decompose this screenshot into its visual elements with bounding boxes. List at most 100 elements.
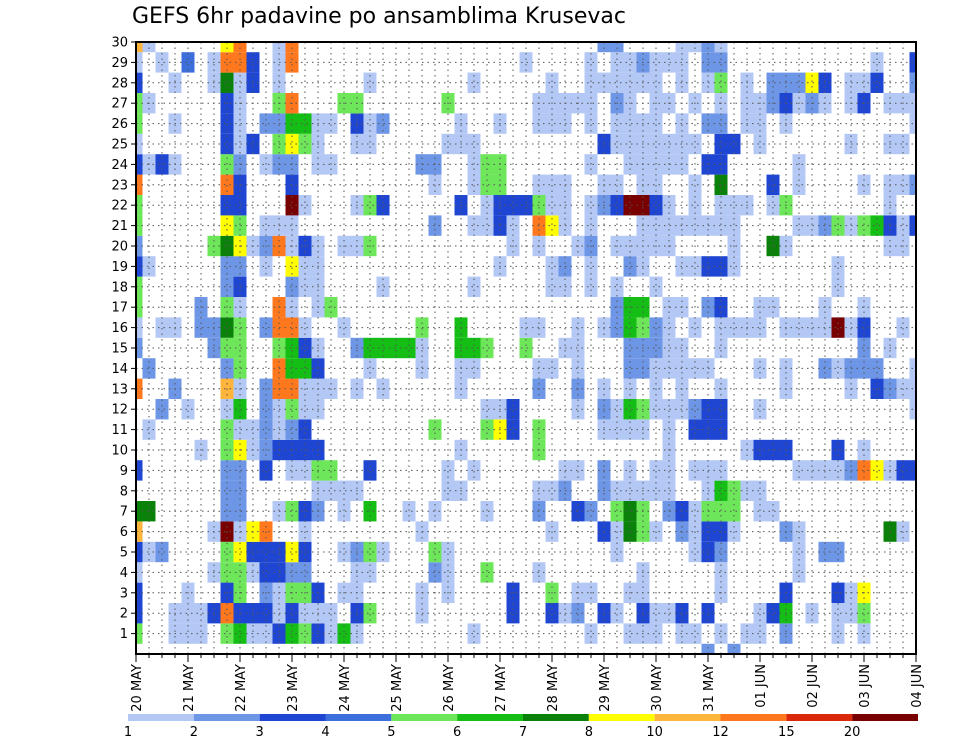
heatmap-cell xyxy=(519,195,533,216)
heatmap-cell xyxy=(584,256,598,277)
heatmap-cell xyxy=(376,276,390,297)
heatmap-cell xyxy=(662,215,676,236)
heatmap-cell xyxy=(136,562,143,583)
heatmap-cell xyxy=(649,623,663,644)
heatmap-cell xyxy=(285,419,299,440)
y-tick-label: 23 xyxy=(111,178,128,193)
colorbar-swatch xyxy=(457,714,523,721)
heatmap-cell xyxy=(142,419,156,440)
heatmap-cell xyxy=(831,623,845,644)
y-tick-label: 25 xyxy=(111,138,128,153)
heatmap-cell xyxy=(831,215,845,236)
heatmap-cell xyxy=(233,317,247,338)
heatmap-cell xyxy=(610,399,624,420)
heatmap-cell xyxy=(623,52,637,73)
y-tick-label: 13 xyxy=(111,382,128,397)
heatmap-cell xyxy=(220,460,234,481)
heatmap-cell xyxy=(402,337,416,359)
x-axis: 20 MAY 21 MAY 22 MAY 23 MAY 24 MAY 25 MAY 26 M… xyxy=(130,654,925,712)
heatmap-cell xyxy=(896,460,910,481)
heatmap-cell xyxy=(220,72,234,93)
heatmap-cell xyxy=(480,562,494,583)
heatmap-cell xyxy=(649,460,663,481)
heatmap-cell xyxy=(142,501,156,522)
heatmap-cell xyxy=(896,317,910,338)
heatmap-cell xyxy=(298,113,312,134)
heatmap-cell xyxy=(467,72,481,93)
heatmap-cell xyxy=(337,541,351,563)
heatmap-cell xyxy=(136,378,143,399)
heatmap-cell xyxy=(363,72,377,93)
heatmap-cell xyxy=(753,113,767,134)
heatmap-cell xyxy=(662,337,676,359)
heatmap-cell xyxy=(506,399,520,420)
heatmap-cell xyxy=(259,215,273,236)
colorbar-label: 6 xyxy=(453,725,461,740)
heatmap-cell xyxy=(363,337,377,359)
colorbar-label: 8 xyxy=(585,725,593,740)
heatmap-cell xyxy=(714,460,728,481)
heatmap-cell xyxy=(584,72,598,93)
heatmap-cell xyxy=(136,42,143,53)
heatmap-cell xyxy=(610,419,624,440)
heatmap-cell xyxy=(792,72,806,93)
heatmap-cell xyxy=(467,460,481,481)
heatmap-cell xyxy=(688,133,702,155)
heatmap-cell xyxy=(155,399,169,420)
heatmap-cell xyxy=(259,603,273,624)
heatmap-cell xyxy=(155,317,169,338)
heatmap-cell xyxy=(753,480,767,501)
heatmap-cell xyxy=(597,42,611,53)
heatmap-cell xyxy=(363,133,377,155)
heatmap-cell xyxy=(285,174,299,195)
heatmap-cell xyxy=(233,337,247,359)
heatmap-cell xyxy=(298,276,312,297)
heatmap-cell xyxy=(136,460,143,481)
heatmap-cell xyxy=(155,52,169,73)
heatmap-cell xyxy=(857,623,871,644)
heatmap-cell xyxy=(688,419,702,440)
heatmap-cell xyxy=(688,42,702,53)
heatmap-cell xyxy=(545,256,559,277)
x-tick-label: 20 MAY xyxy=(130,664,145,712)
heatmap-cell xyxy=(363,113,377,134)
heatmap-cell xyxy=(233,603,247,624)
heatmap-cell xyxy=(623,419,637,440)
heatmap-cell xyxy=(662,603,676,624)
heatmap-cell xyxy=(259,256,273,277)
heatmap-cell xyxy=(571,317,585,338)
heatmap-cell xyxy=(324,603,338,624)
heatmap-cell xyxy=(233,562,247,583)
heatmap-cell xyxy=(363,541,377,563)
heatmap-cell xyxy=(584,276,598,297)
heatmap-cell xyxy=(298,603,312,624)
heatmap-cell xyxy=(285,501,299,522)
heatmap-cell xyxy=(584,113,598,134)
heatmap-cell xyxy=(285,215,299,236)
heatmap-cell xyxy=(675,42,689,53)
colorbar-label: 20 xyxy=(844,725,861,740)
heatmap-cell xyxy=(220,317,234,338)
heatmap-cell xyxy=(220,623,234,644)
heatmap-cell xyxy=(298,358,312,379)
heatmap-cell xyxy=(220,256,234,277)
heatmap-cell xyxy=(220,113,234,134)
heatmap-cell xyxy=(441,541,455,563)
x-tick-label: 30 MAY xyxy=(650,664,665,712)
heatmap-cell xyxy=(233,256,247,277)
heatmap-cell xyxy=(649,317,663,338)
heatmap-cell xyxy=(428,174,442,195)
heatmap-cell xyxy=(467,133,481,155)
heatmap-cell xyxy=(831,603,845,624)
heatmap-cell xyxy=(136,337,143,359)
heatmap-cell xyxy=(688,317,702,338)
heatmap-cell xyxy=(376,195,390,216)
colorbar-label: 1 xyxy=(124,725,132,740)
heatmap-cell xyxy=(136,133,143,155)
heatmap-cell xyxy=(766,603,780,624)
heatmap-cell xyxy=(662,133,676,155)
heatmap-cell xyxy=(136,52,143,73)
y-tick-label: 3 xyxy=(120,586,128,601)
heatmap-cell xyxy=(220,603,234,624)
heatmap-cell xyxy=(870,358,884,379)
